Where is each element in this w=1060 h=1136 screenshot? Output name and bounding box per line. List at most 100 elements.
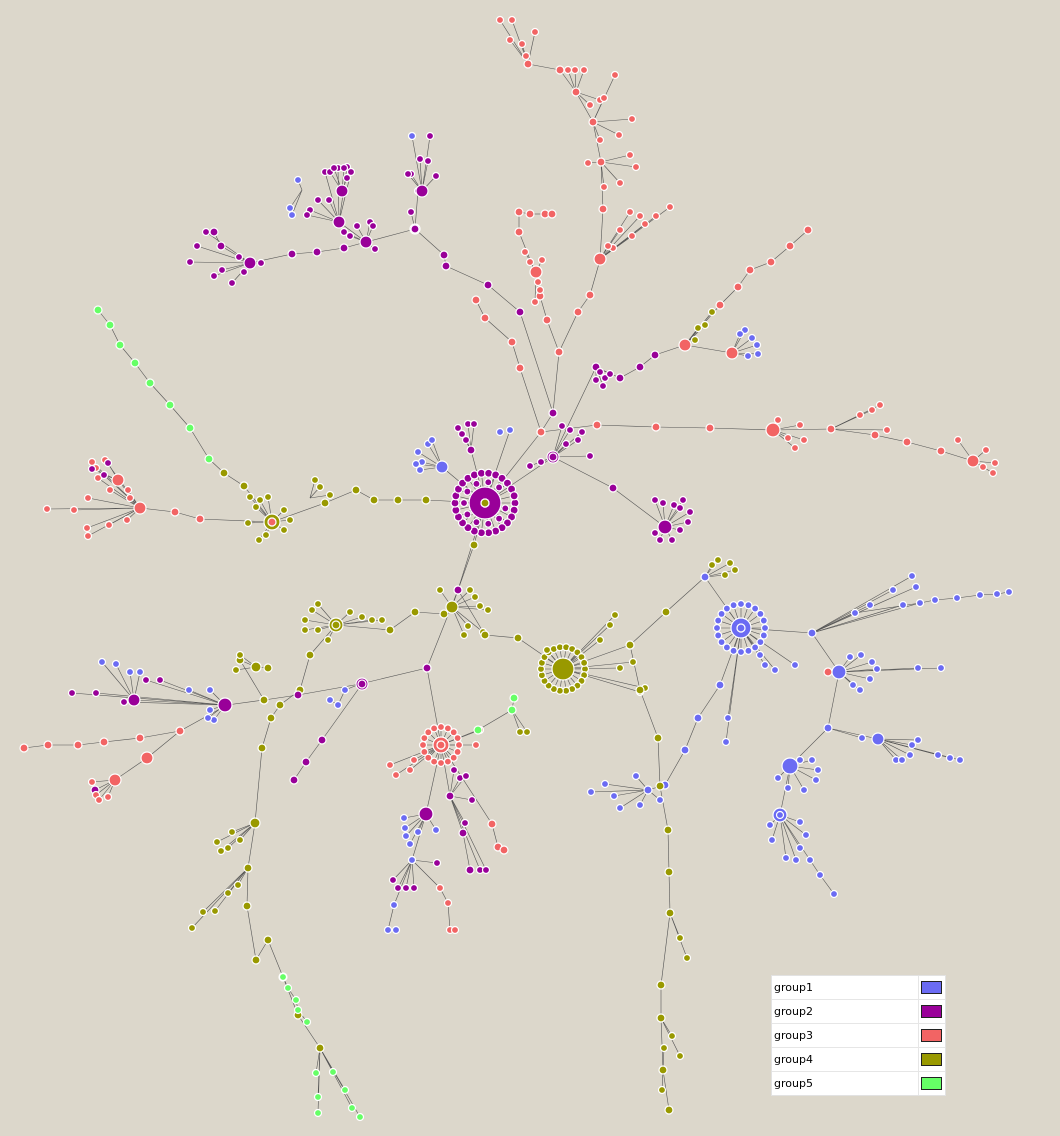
graph-node-group4	[187, 923, 197, 933]
graph-node-group1	[203, 713, 213, 723]
graph-node-group2	[585, 451, 595, 461]
graph-node-group4	[480, 630, 490, 640]
graph-node-group1	[751, 643, 760, 652]
graph-node-group2	[650, 528, 660, 538]
graph-node-group1	[857, 733, 867, 743]
graph-node-group1	[760, 660, 770, 670]
graph-node-group5	[507, 705, 517, 715]
graph-node-group2	[675, 503, 685, 513]
graph-node-group2	[608, 483, 618, 493]
graph-node-group2	[332, 215, 346, 229]
graph-node-group2	[342, 173, 352, 183]
graph-node-group1	[759, 631, 768, 640]
graph-node-group1	[897, 755, 907, 765]
graph-node-group3	[443, 898, 453, 908]
graph-node-group2	[155, 675, 165, 685]
graph-node-group1	[721, 737, 731, 747]
graph-edge	[205, 231, 251, 264]
graph-node-group3	[499, 845, 509, 855]
graph-node-group2	[509, 491, 519, 501]
graph-node-group2	[635, 362, 645, 372]
graph-node-group4	[625, 640, 635, 650]
graph-node-group2	[127, 693, 141, 707]
graph-node-group1	[907, 571, 917, 581]
graph-node-group1	[801, 830, 811, 840]
graph-node-group3	[443, 724, 452, 733]
graph-node-group1	[495, 427, 505, 437]
graph-edge	[159, 679, 226, 706]
graph-edge	[247, 822, 256, 869]
graph-node-group2	[119, 697, 129, 707]
graph-node-group3	[135, 733, 145, 743]
graph-node-group1	[831, 664, 847, 680]
graph-node-group2	[256, 258, 266, 268]
graph-node-group3	[651, 211, 661, 221]
graph-node-group3	[122, 515, 132, 525]
graph-node-group2	[339, 227, 349, 237]
graph-node-group4	[690, 335, 700, 345]
graph-edge	[145, 679, 226, 706]
graph-node-group4	[233, 880, 243, 890]
graph-node-group4	[345, 607, 355, 617]
graph-node-group3	[537, 255, 547, 265]
graph-edge	[414, 190, 419, 230]
graph-node-group2	[209, 271, 219, 281]
graph-node-group4	[657, 1085, 667, 1095]
graph-node-group1	[615, 803, 625, 813]
graph-edge	[509, 39, 529, 65]
graph-node-group1	[400, 823, 410, 833]
graph-node-group4	[682, 953, 692, 963]
graph-node-group3	[592, 420, 602, 430]
nodes	[19, 15, 1014, 1122]
graph-node-group1	[735, 329, 745, 339]
graph-node-group3	[614, 130, 624, 140]
legend-item-group1: group1	[772, 976, 945, 1000]
graph-node-group4	[720, 570, 730, 580]
graph-edge	[546, 319, 560, 353]
graph-edge	[519, 311, 554, 414]
graph-node-group3	[554, 347, 564, 357]
graph-node-group4	[223, 888, 233, 898]
graph-node-group1	[751, 604, 760, 613]
graph-node-group4	[605, 620, 615, 630]
graph-edge	[199, 518, 273, 523]
graph-node-group3	[525, 209, 535, 219]
graph-node-group3	[409, 755, 419, 765]
graph-node-group5	[313, 1092, 323, 1102]
graph-node-group4	[242, 901, 252, 911]
graph-node-group4	[610, 610, 620, 620]
graph-edge	[263, 694, 299, 701]
graph-edge	[449, 795, 464, 834]
legend-label: group2	[774, 1005, 813, 1018]
graph-node-group4	[261, 530, 271, 540]
graph-edge	[740, 627, 796, 666]
graph-node-group1	[631, 771, 641, 781]
graph-node-group2	[650, 495, 660, 505]
graph-node-group3	[507, 15, 517, 25]
graph-edge	[854, 602, 921, 614]
graph-node-group2	[313, 195, 323, 205]
graph-node-group1	[872, 664, 882, 674]
graph-node-group4	[653, 733, 663, 743]
graph-node-group3	[105, 485, 115, 495]
graph-node-group1	[775, 810, 785, 820]
graph-node-group4	[227, 827, 237, 837]
graph-edge	[425, 744, 442, 815]
graph-node-group3	[436, 722, 446, 732]
graph-node-group3	[495, 15, 505, 25]
graph-node-group1	[635, 800, 645, 810]
graph-node-group2	[312, 247, 322, 257]
graph-node-group4	[693, 323, 703, 333]
graph-node-group4	[445, 600, 459, 614]
graph-edge	[527, 31, 536, 65]
graph-node-group3	[430, 757, 439, 766]
graph-node-group3	[766, 257, 776, 267]
graph-node-group3	[99, 737, 109, 747]
graph-node-group2	[449, 765, 459, 775]
graph-node-group2	[441, 261, 451, 271]
graph-edge	[139, 730, 181, 739]
graph-node-group1	[407, 131, 417, 141]
graph-node-group1	[723, 713, 733, 723]
graph-edge	[659, 785, 669, 831]
graph-node-group1	[712, 623, 722, 633]
